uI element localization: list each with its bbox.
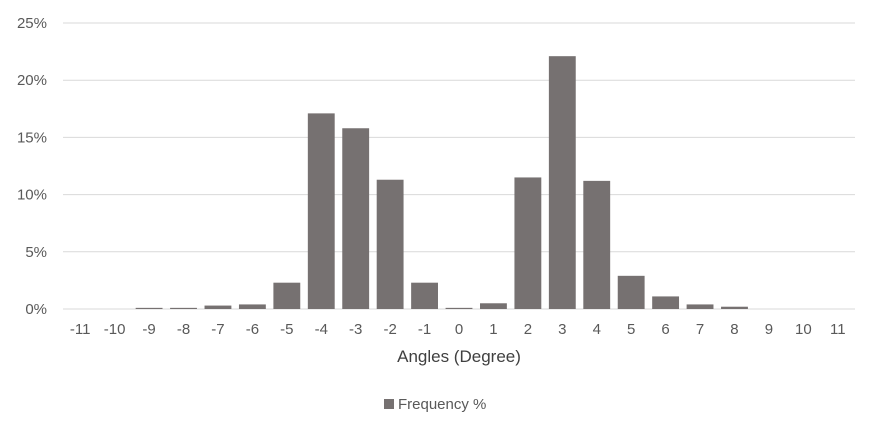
x-axis-title: Angles (Degree): [397, 347, 521, 366]
x-tick-label: -5: [280, 321, 293, 338]
x-tick-labels: -11 -10 -9 -8 -7 -6 -5 -4 -3 -2 -1 0 1 2 3 4 5 6 7 8 9 10 11: [70, 321, 846, 338]
bar-5: [617, 275, 645, 309]
x-tick-label: -10: [104, 321, 126, 338]
y-tick-label: 10%: [17, 187, 47, 204]
y-tick-label: 25%: [17, 15, 47, 32]
x-tick-label: 10: [795, 321, 812, 338]
y-tick-label: 0%: [25, 301, 47, 318]
bar-8: [721, 306, 748, 309]
y-tick-label: 5%: [25, 244, 47, 261]
x-tick-label: 6: [661, 321, 669, 338]
bar--1: [411, 282, 438, 309]
bars: [135, 56, 748, 310]
y-tick-label: 15%: [17, 129, 47, 146]
y-tick-label: 20%: [17, 72, 47, 89]
bar--7: [204, 305, 232, 309]
bar-0: [445, 307, 473, 309]
legend: Frequency %: [384, 396, 486, 413]
bar-1: [480, 303, 507, 309]
legend-label: Frequency %: [398, 396, 486, 413]
x-tick-label: 3: [558, 321, 566, 338]
bar--8: [170, 307, 197, 309]
x-tick-label: 2: [524, 321, 532, 338]
bar--9: [135, 307, 163, 309]
bar-7: [686, 304, 714, 309]
bar--6: [238, 304, 266, 309]
bar--5: [273, 282, 301, 309]
bar--3: [342, 128, 370, 309]
x-tick-label: -4: [315, 321, 328, 338]
bar--4: [307, 113, 335, 309]
x-tick-label: 4: [593, 321, 601, 338]
x-tick-label: 5: [627, 321, 635, 338]
gridlines: [63, 22, 855, 310]
x-tick-label: -7: [211, 321, 224, 338]
x-tick-label: 9: [765, 321, 773, 338]
legend-swatch: [384, 399, 394, 409]
y-tick-labels: 0% 5% 10% 15% 20% 25%: [17, 15, 47, 318]
x-tick-label: 7: [696, 321, 704, 338]
x-tick-label: 0: [455, 321, 463, 338]
bar--2: [376, 179, 404, 309]
bar-4: [583, 180, 611, 309]
x-tick-label: -3: [349, 321, 362, 338]
x-tick-label: -11: [70, 321, 91, 338]
x-tick-label: 11: [830, 321, 846, 338]
bar-2: [514, 177, 542, 309]
bar-6: [652, 296, 680, 309]
x-tick-label: -2: [383, 321, 396, 338]
x-tick-label: -8: [177, 321, 190, 338]
bar-3: [548, 56, 576, 310]
x-tick-label: -1: [418, 321, 431, 338]
x-tick-label: 1: [489, 321, 497, 338]
x-tick-label: 8: [730, 321, 738, 338]
x-tick-label: -9: [142, 321, 155, 338]
x-tick-label: -6: [246, 321, 259, 338]
